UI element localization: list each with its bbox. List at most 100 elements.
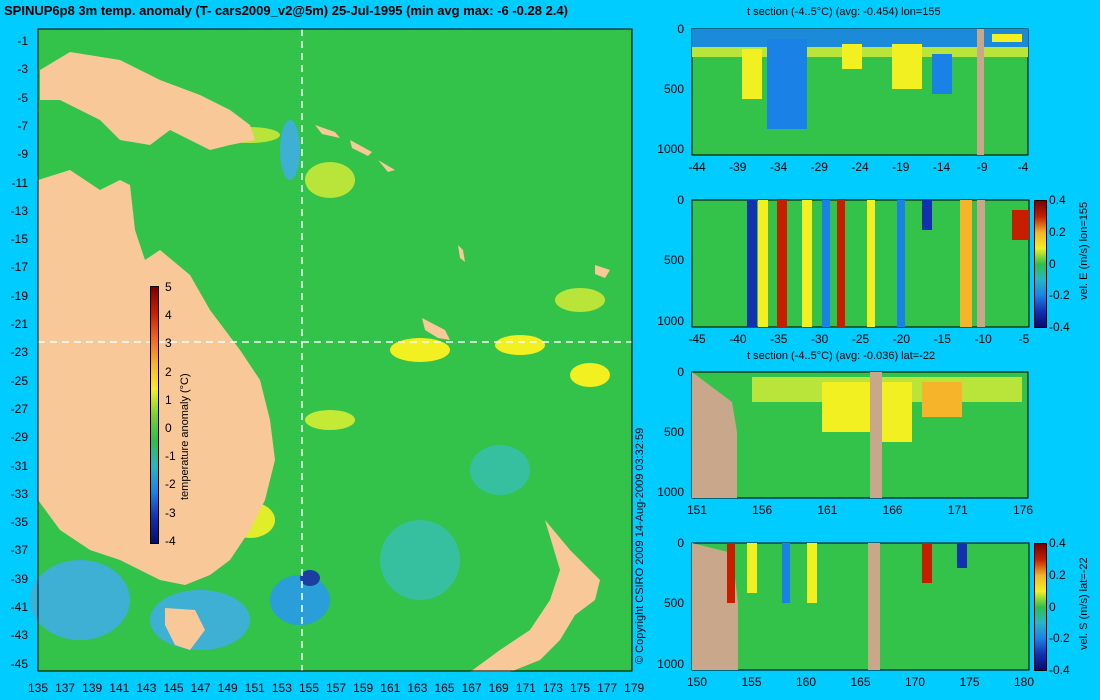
panel2-plot: [691, 199, 1030, 328]
map-lat-tick: -11: [11, 175, 28, 190]
panel1-x-tick: -44: [688, 160, 706, 174]
map-lat-tick: -45: [10, 656, 28, 671]
panel2-colorbar: [1034, 200, 1047, 328]
panel2-x-tick: -20: [892, 332, 911, 346]
panel4-y-tick: 1000: [657, 656, 684, 671]
panel2-x-tick: -10: [974, 332, 992, 346]
panel2-x-tick: -40: [729, 332, 747, 346]
panel2-x-tick: -45: [688, 332, 706, 346]
map-lat-tick: -23: [10, 345, 28, 360]
map-lat-tick: -37: [10, 543, 28, 558]
map-colorbar-tick: 3: [165, 336, 172, 351]
map-lon-tick: 165: [434, 681, 455, 695]
panel3-y-tick: 1000: [657, 485, 684, 499]
panel3-plot: [691, 371, 1029, 499]
panel1-x-tick: -14: [932, 160, 951, 174]
map-lat-tick: -19: [10, 288, 28, 303]
panel3-y-tick: 500: [663, 425, 684, 439]
map-colorbar-tick: -3: [165, 505, 176, 520]
map-lon-tick: 155: [298, 681, 320, 695]
panel2-x-tick: -30: [810, 332, 829, 346]
land-solomons: [315, 125, 395, 172]
land-new-guinea: [40, 52, 255, 150]
map-lon-tick: 137: [55, 681, 76, 695]
panel3-x-tick: 151: [686, 503, 708, 517]
panel4-x-tick: 170: [904, 675, 926, 689]
panel2-colorbar-tick: -0.2: [1049, 288, 1070, 303]
map-lon-tick: 135: [27, 681, 49, 695]
panel4-land: [692, 543, 738, 670]
panel4-x-tick: 180: [1013, 675, 1035, 689]
map-lon-tick: 143: [136, 681, 157, 695]
map-lon-tick: 163: [407, 681, 428, 695]
map-lon-tick: 139: [82, 681, 103, 695]
land-vanuatu: [458, 245, 465, 262]
map-lon-tick: 151: [244, 681, 265, 695]
map-frame: [30, 28, 633, 672]
land-new-caledonia: [422, 318, 450, 340]
panel1-x-tick: -19: [892, 160, 910, 174]
map-lat-tick: -27: [10, 401, 28, 416]
panel1-x-tick: -4: [1017, 160, 1029, 174]
panel2-colorbar-label: vel. E (m/s) lon=155: [1078, 201, 1090, 300]
map-lat-tick: -35: [10, 515, 28, 530]
map-lat-tick: -43: [10, 628, 28, 643]
map-lon-tick: 141: [109, 681, 130, 695]
map-colorbar-tick: -1: [165, 449, 176, 464]
panel3-land: [692, 372, 737, 498]
panel1-y-tick: 1000: [657, 142, 684, 156]
panel2-colorbar-tick: 0.2: [1049, 224, 1066, 239]
panel1-y-tick: 500: [663, 82, 684, 96]
map-lon-tick: 173: [542, 681, 563, 695]
panel2-colorbar-tick: 0.4: [1049, 193, 1066, 207]
panel1-x-tick: -9: [976, 160, 988, 174]
panel2-y-tick: 0: [677, 193, 684, 207]
panel1-x-tick: -29: [810, 160, 828, 174]
map-lat-tick: -39: [10, 571, 28, 586]
map-lon-tick: 167: [461, 681, 482, 695]
map-lat-tick: -25: [10, 373, 28, 388]
map-lat-tick: -17: [10, 260, 28, 275]
panel3-y-tick: 0: [677, 365, 684, 379]
map-colorbar-tick: 4: [165, 308, 172, 323]
panel3-x-tick: 176: [1012, 503, 1034, 517]
panel2-x-tick: -25: [851, 332, 870, 346]
panel4-plot: [691, 542, 1030, 671]
map-lat-tick: -3: [17, 62, 28, 77]
panel4-colorbar-tick: 0.4: [1049, 536, 1066, 550]
map-colorbar: [150, 286, 159, 544]
map-lon-tick: 169: [488, 681, 509, 695]
map-lat-tick: -41: [10, 600, 28, 614]
map-lat-tick: -29: [10, 430, 28, 445]
land-fiji: [595, 265, 610, 278]
panel2-colorbar-tick: -0.4: [1049, 320, 1070, 334]
map-lon-tick: 159: [353, 681, 374, 695]
map-lat-tick: -15: [10, 232, 28, 247]
map-lat-tick: -7: [17, 118, 28, 133]
panel3-x-tick: 166: [882, 503, 903, 517]
panel2-x-tick: -35: [770, 332, 788, 346]
panel4-x-tick: 160: [795, 675, 817, 689]
map-lon-tick: 149: [217, 681, 238, 695]
map-colorbar-tick: 2: [165, 364, 172, 379]
panel4-colorbar: [1034, 543, 1047, 671]
panel2-y-tick: 500: [663, 253, 684, 268]
panel2-x-tick: -5: [1018, 332, 1030, 346]
map-colorbar-label: temperature anomaly (°C): [179, 373, 191, 500]
map-colorbar-tick: 5: [165, 280, 172, 294]
map-colorbar-tick: -4: [165, 533, 176, 548]
panel4-x-tick: 175: [959, 675, 980, 689]
map-lat-tick: -9: [17, 147, 28, 162]
panel4-x-tick: 150: [686, 675, 708, 689]
panel4-colorbar-tick: 0.2: [1049, 567, 1066, 582]
map-lon-tick: 147: [190, 681, 211, 695]
panel3-x-tick: 156: [752, 503, 773, 517]
panel2-colorbar-tick: 0: [1049, 256, 1056, 271]
panel4-y-tick: 500: [663, 596, 684, 611]
panel4-x-tick: 165: [850, 675, 871, 689]
panel1-x-tick: -34: [769, 160, 788, 174]
panel4-colorbar-label: vel. S (m/s) lat=-22: [1078, 557, 1090, 650]
land-new-zealand: [470, 520, 600, 672]
map-lat-tick: -5: [17, 90, 28, 105]
map-lon-tick: 177: [597, 681, 618, 695]
